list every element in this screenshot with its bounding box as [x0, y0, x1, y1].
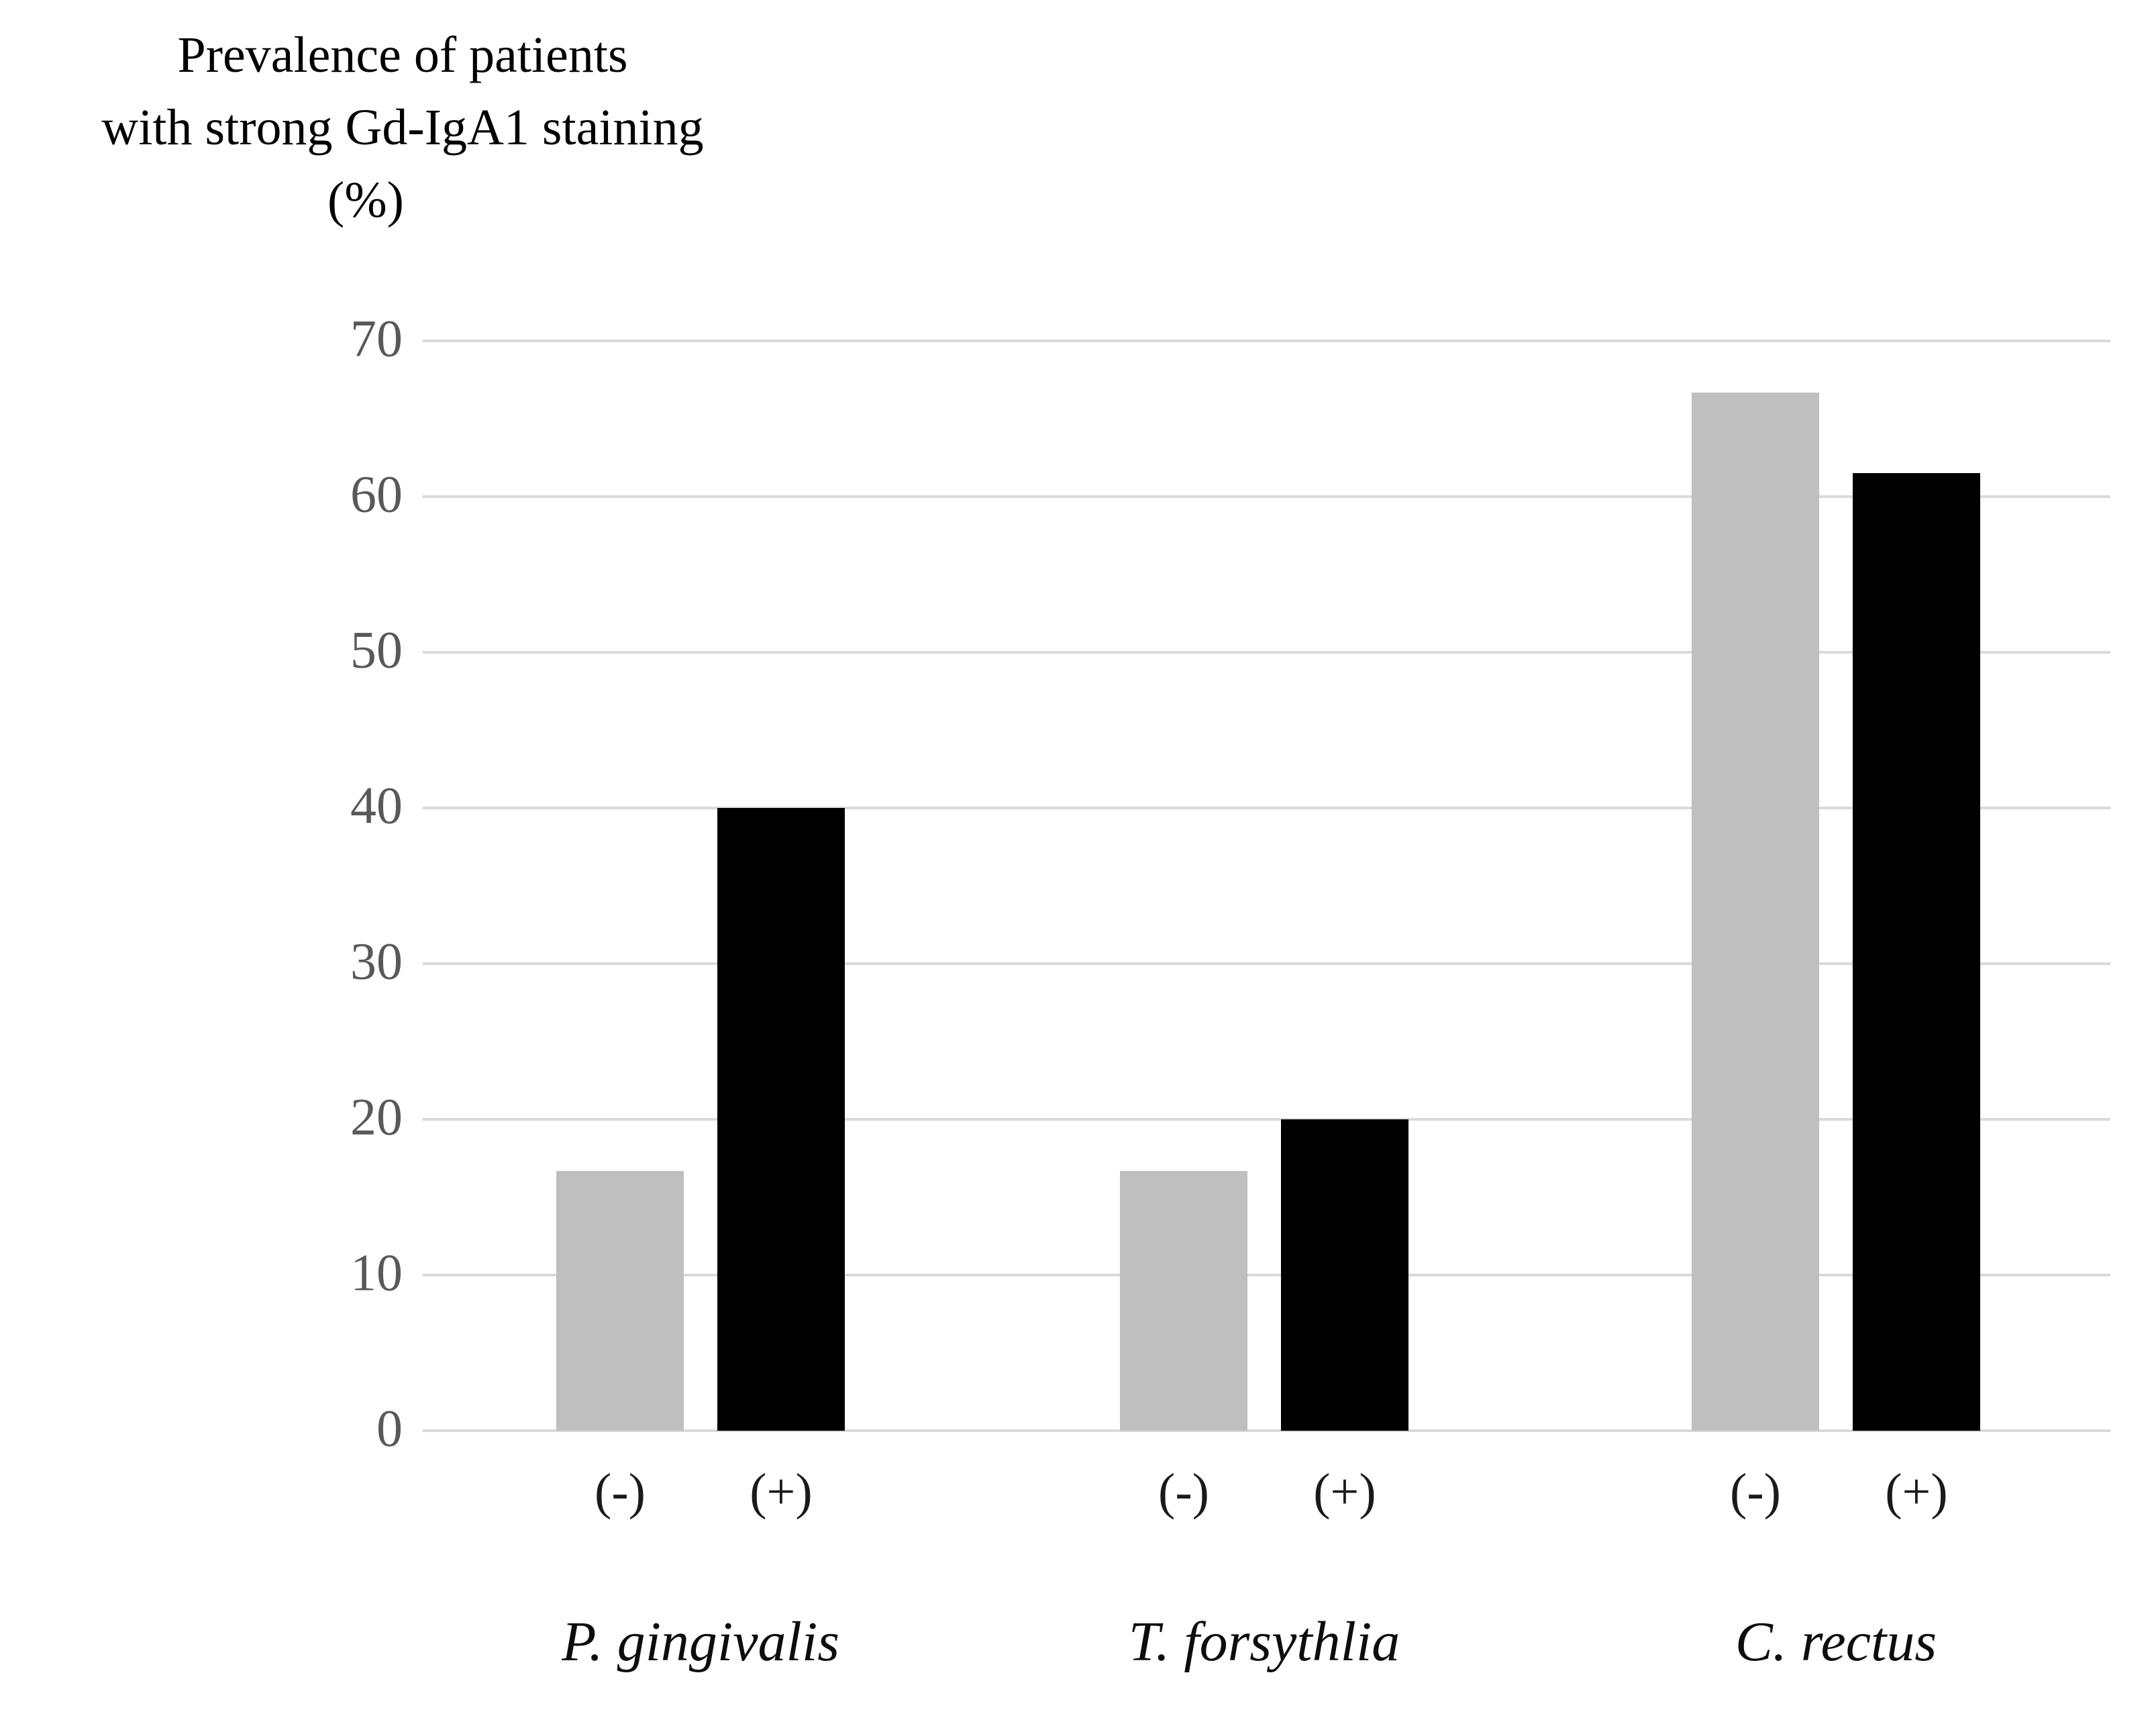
y-tick-label-0: 0 [376, 1399, 403, 1458]
category-label-c-rectus: C. rectus [1735, 1611, 1937, 1673]
bar-c-rectus-negative [1692, 392, 1819, 1431]
bar-tick-label-negative: (-) [1158, 1464, 1209, 1520]
chart-title-units: (%) [327, 172, 404, 228]
y-tick-label-40: 40 [350, 776, 403, 835]
bar-p-gingivalis-negative [556, 1170, 684, 1431]
bar-tick-label-positive: (+) [750, 1464, 813, 1520]
chart-title: Prevalence of patients with strong Gd-Ig… [0, 19, 805, 164]
bar-tick-label-negative: (-) [595, 1464, 646, 1520]
y-gridline-20 [423, 1118, 2110, 1121]
y-tick-label-50: 50 [350, 620, 403, 679]
bar-p-gingivalis-positive [717, 808, 845, 1431]
y-tick-label-60: 60 [350, 464, 403, 523]
y-tick-label-10: 10 [350, 1243, 403, 1302]
y-tick-label-30: 30 [350, 931, 403, 991]
bar-c-rectus-positive [1853, 473, 1980, 1431]
category-label-p-gingivalis: P. gingivalis [562, 1611, 839, 1673]
bar-tick-label-negative: (-) [1730, 1464, 1781, 1520]
y-gridline-10 [423, 1274, 2110, 1276]
chart-title-line1: Prevalence of patients [177, 27, 628, 83]
bar-tick-label-positive: (+) [1885, 1464, 1948, 1520]
chart-title-line2: with strong Gd-IgA1 staining [101, 99, 704, 156]
y-tick-label-20: 20 [350, 1087, 403, 1146]
bar-t-forsythlia-positive [1281, 1119, 1408, 1431]
category-label-t-forsythlia: T. forsythlia [1128, 1611, 1400, 1673]
y-tick-label-70: 70 [350, 309, 403, 368]
bar-t-forsythlia-negative [1120, 1170, 1247, 1431]
y-gridline-60 [423, 495, 2110, 498]
y-gridline-40 [423, 807, 2110, 809]
y-gridline-0 [423, 1429, 2110, 1432]
y-gridline-70 [423, 340, 2110, 342]
y-gridline-30 [423, 962, 2110, 965]
y-gridline-50 [423, 651, 2110, 654]
bar-tick-label-positive: (+) [1313, 1464, 1376, 1520]
